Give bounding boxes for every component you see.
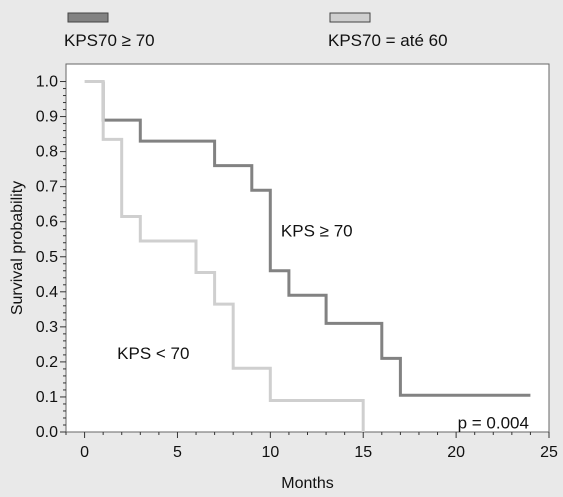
y-axis-label: Survival probability bbox=[9, 181, 26, 315]
y-tick-label: 0.8 bbox=[36, 144, 58, 161]
x-tick-label: 10 bbox=[261, 444, 279, 461]
y-tick-label: 0.6 bbox=[36, 214, 58, 231]
x-tick-label: 0 bbox=[80, 444, 89, 461]
legend-label-1: KPS70 ≥ 70 bbox=[64, 31, 155, 50]
y-tick-label: 0.0 bbox=[36, 424, 58, 441]
y-tick-label: 0.9 bbox=[36, 109, 58, 126]
annotation-2: KPS < 70 bbox=[117, 344, 189, 363]
x-tick-label: 25 bbox=[540, 444, 558, 461]
y-tick-label: 0.3 bbox=[36, 319, 58, 336]
series-line-1 bbox=[101, 81, 531, 397]
plot-area bbox=[65, 63, 550, 433]
series-layer bbox=[84, 80, 531, 432]
legend-swatch-2 bbox=[329, 12, 371, 23]
legend-label-2: KPS70 = até 60 bbox=[328, 31, 448, 50]
legend: KPS70 ≥ 70 KPS70 = até 60 bbox=[64, 12, 448, 50]
y-tick-label: 0.2 bbox=[36, 354, 58, 371]
annotation-3: p = 0.004 bbox=[458, 414, 529, 433]
x-tick-label: 5 bbox=[173, 444, 182, 461]
y-tick-label: 1.0 bbox=[36, 74, 58, 91]
axes-layer: 0 5 10 15 20 25 0.0 0.1 0.2 0.3 0.4 0.5 0.6 0.7 0.8 0.9… bbox=[36, 74, 558, 461]
x-tick-label: 15 bbox=[354, 444, 372, 461]
y-tick-label: 0.4 bbox=[36, 284, 58, 301]
series-line-2 bbox=[84, 80, 365, 432]
x-axis-label: Months bbox=[281, 475, 333, 492]
y-tick-label: 0.7 bbox=[36, 179, 58, 196]
x-tick-label: 20 bbox=[447, 444, 465, 461]
y-tick-label: 0.1 bbox=[36, 389, 58, 406]
legend-swatch-1 bbox=[67, 12, 109, 23]
y-tick-label: 0.5 bbox=[36, 249, 58, 266]
annotation-layer: KPS ≥ 70 KPS < 70 p = 0.004 bbox=[117, 221, 529, 432]
annotation-1: KPS ≥ 70 bbox=[281, 221, 353, 240]
